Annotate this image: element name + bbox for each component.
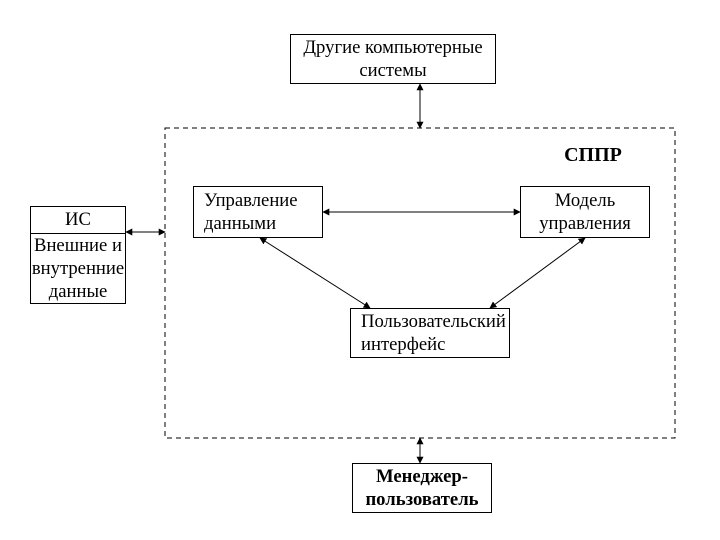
node-other-systems-label: Другие компьютерныесистемы <box>303 36 482 83</box>
node-data-mgmt-label: Управлениеданными <box>204 189 298 236</box>
sppr-frame <box>165 128 675 438</box>
node-is-data: Внешние ивнутренниеданные <box>30 234 126 304</box>
node-ui-label: Пользовательскийинтерфейс <box>361 310 506 357</box>
edge-ui-data <box>260 238 370 308</box>
sppr-label: СППР <box>548 144 638 167</box>
node-data-mgmt: Управлениеданными <box>193 186 323 238</box>
edge-ui-model <box>490 238 585 308</box>
node-is-data-label: Внешние ивнутренниеданные <box>32 234 124 304</box>
node-is-header: ИС <box>30 206 126 234</box>
node-is-header-label: ИС <box>65 208 91 231</box>
node-model-mgmt-label: Модельуправления <box>539 189 631 236</box>
diagram-stage: СППР Другие компьютерныесистемы ИС Внешн… <box>0 0 720 540</box>
node-model-mgmt: Модельуправления <box>520 186 650 238</box>
node-manager-label: Менеджер-пользователь <box>365 465 478 512</box>
node-other-systems: Другие компьютерныесистемы <box>290 34 496 84</box>
node-manager: Менеджер-пользователь <box>352 463 492 513</box>
node-ui: Пользовательскийинтерфейс <box>350 308 510 358</box>
